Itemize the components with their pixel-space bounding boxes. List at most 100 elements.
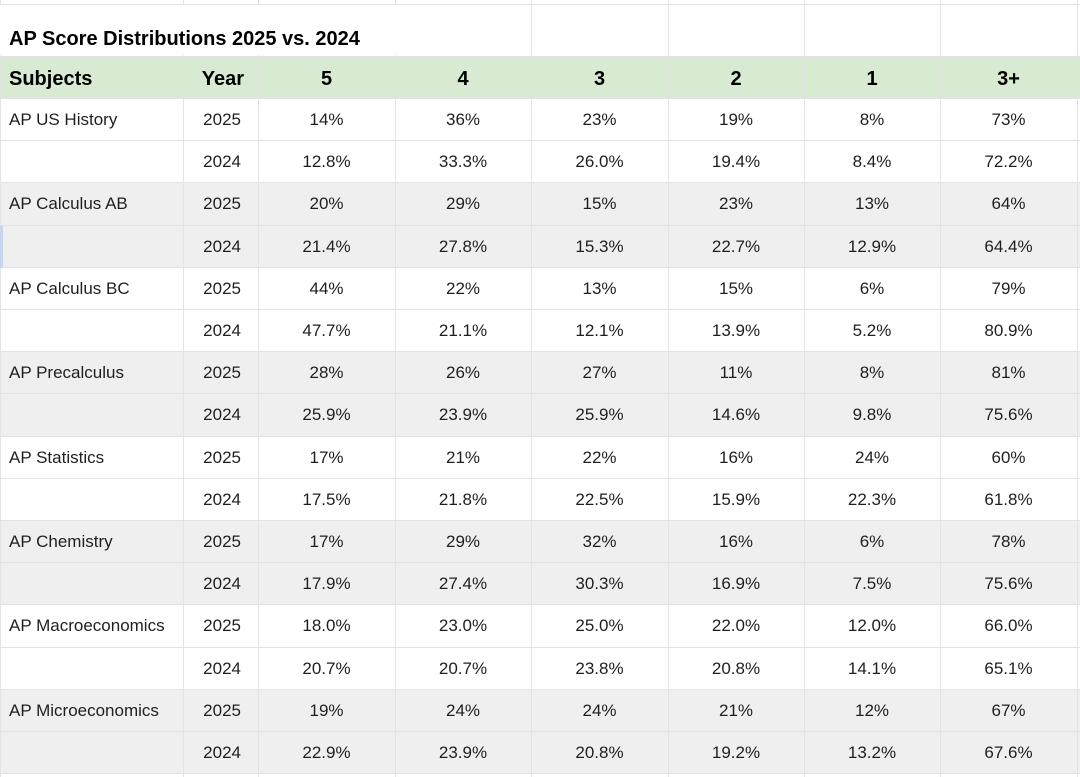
column-header-score-2[interactable]: 2 [730,68,742,90]
value-cell[interactable]: 24% [445,700,481,720]
value-cell[interactable]: 72.2% [984,152,1033,172]
value-cell[interactable]: 22.7% [711,236,761,256]
value-cell[interactable]: 24% [854,447,890,467]
value-cell[interactable]: 23.8% [575,658,624,678]
value-cell[interactable]: 17% [309,532,344,551]
value-cell[interactable]: 11% [719,363,753,383]
value-cell[interactable]: 21.4% [302,236,351,256]
value-cell[interactable]: 64% [991,194,1026,214]
value-cell[interactable]: 23.0% [438,616,488,636]
year-cell[interactable]: 2024 [203,405,241,425]
value-cell[interactable]: 23.9% [438,405,488,425]
value-cell[interactable]: 65.1% [984,658,1033,678]
value-cell[interactable]: 17% [309,447,344,467]
value-cell[interactable]: 28% [309,363,344,383]
value-cell[interactable]: 22.3% [847,489,897,509]
value-cell[interactable]: 20.8% [711,658,761,678]
value-cell[interactable]: 47.7% [302,321,351,340]
column-header-score-3[interactable]: 3 [593,68,606,90]
value-cell[interactable]: 22.5% [575,489,624,509]
value-cell[interactable]: 15.3% [575,236,624,256]
value-cell[interactable]: 12.9% [847,236,897,256]
value-cell[interactable]: 8% [859,363,885,383]
value-cell[interactable]: 23% [718,194,754,214]
value-cell[interactable]: 29% [445,532,481,551]
value-cell[interactable]: 18.0% [302,616,351,636]
value-cell[interactable]: 33.3% [438,152,488,172]
subject-cell[interactable]: AP Statistics [9,447,105,467]
value-cell[interactable]: 20.8% [575,743,624,762]
value-cell[interactable]: 21% [718,700,754,720]
value-cell[interactable]: 14.1% [847,658,897,678]
value-cell[interactable]: 30.3% [575,574,624,594]
year-cell[interactable]: 2024 [203,658,241,678]
subject-cell[interactable]: AP Calculus AB [9,194,128,214]
value-cell[interactable]: 66.0% [984,616,1033,636]
value-cell[interactable]: 36% [445,110,481,129]
year-cell[interactable]: 2025 [203,700,241,720]
column-header-score-4[interactable]: 4 [457,68,469,90]
year-cell[interactable]: 2025 [203,616,241,636]
value-cell[interactable]: 60% [991,447,1026,467]
subject-cell[interactable]: AP Chemistry [9,532,113,551]
value-cell[interactable]: 21.1% [438,321,488,340]
value-cell[interactable]: 19.4% [711,152,761,172]
year-cell[interactable]: 2024 [203,489,241,509]
value-cell[interactable]: 75.6% [984,574,1033,594]
value-cell[interactable]: 27.4% [438,574,488,594]
value-cell[interactable]: 67% [991,700,1026,720]
value-cell[interactable]: 25.0% [575,616,624,636]
value-cell[interactable]: 20% [309,194,344,214]
value-cell[interactable]: 12% [854,700,890,720]
value-cell[interactable]: 19% [718,110,754,129]
value-cell[interactable]: 5.2% [852,321,892,340]
value-cell[interactable]: 79% [991,278,1026,298]
year-cell[interactable]: 2025 [203,447,241,467]
value-cell[interactable]: 27.8% [438,236,488,256]
value-cell[interactable]: 21% [445,447,481,467]
value-cell[interactable]: 7.5% [852,574,892,594]
subject-cell[interactable]: AP Macroeconomics [9,616,165,636]
value-cell[interactable]: 32% [582,532,617,551]
value-cell[interactable]: 8% [859,110,885,129]
value-cell[interactable]: 17.9% [302,574,351,594]
value-cell[interactable]: 44% [309,278,344,298]
value-cell[interactable]: 73% [991,110,1026,129]
value-cell[interactable]: 13% [854,194,890,214]
subject-cell[interactable]: AP Calculus BC [9,278,130,298]
year-cell[interactable]: 2025 [203,110,241,129]
value-cell[interactable]: 13% [582,278,617,298]
value-cell[interactable]: 16% [718,532,754,551]
value-cell[interactable]: 25.9% [302,405,351,425]
value-cell[interactable]: 64.4% [984,236,1033,256]
value-cell[interactable]: 25.9% [575,405,624,425]
value-cell[interactable]: 23% [582,110,617,129]
value-cell[interactable]: 9.8% [852,405,892,425]
column-header-score-3plus[interactable]: 3+ [997,68,1020,90]
value-cell[interactable]: 80.9% [984,321,1033,340]
subject-cell[interactable]: AP Microeconomics [9,700,159,720]
value-cell[interactable]: 15% [582,194,617,214]
value-cell[interactable]: 26.0% [575,152,624,172]
value-cell[interactable]: 6% [859,278,885,298]
value-cell[interactable]: 81% [991,363,1026,383]
value-cell[interactable]: 67.6% [984,743,1033,762]
value-cell[interactable]: 19.2% [711,743,761,762]
year-cell[interactable]: 2025 [203,194,241,214]
year-cell[interactable]: 2025 [203,363,241,383]
value-cell[interactable]: 15% [718,278,754,298]
value-cell[interactable]: 23.9% [438,743,488,762]
value-cell[interactable]: 26% [445,363,481,383]
column-header-score-1[interactable]: 1 [866,68,878,90]
value-cell[interactable]: 24% [582,700,617,720]
value-cell[interactable]: 20.7% [302,658,351,678]
value-cell[interactable]: 22% [582,447,617,467]
value-cell[interactable]: 12.8% [302,152,351,172]
year-cell[interactable]: 2025 [203,532,241,551]
value-cell[interactable]: 15.9% [711,489,761,509]
value-cell[interactable]: 8.4% [852,152,892,172]
column-header-score-5[interactable]: 5 [320,68,333,90]
column-header-subjects[interactable]: Subjects [9,68,93,90]
subject-cell[interactable]: AP US History [9,110,118,129]
